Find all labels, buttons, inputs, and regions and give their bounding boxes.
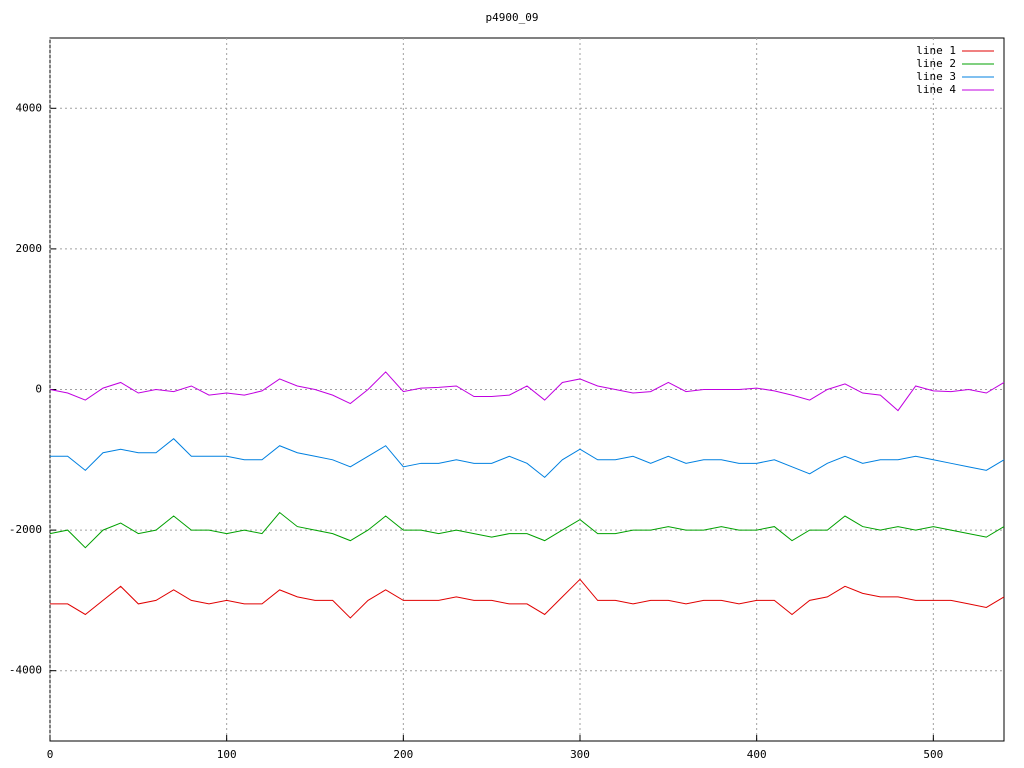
y-tick-label: -4000 <box>9 664 42 677</box>
y-tick-label: 4000 <box>16 101 43 114</box>
y-tick-label: 2000 <box>16 242 43 255</box>
y-tick-label: 0 <box>35 383 42 396</box>
legend-label: line 4 <box>916 83 956 96</box>
data-line <box>50 438 1005 479</box>
x-tick-label: 400 <box>747 748 767 761</box>
x-tick-label: 300 <box>570 748 590 761</box>
legend-label: line 1 <box>916 44 956 57</box>
x-tick-label: 200 <box>393 748 413 761</box>
y-tick-label: -2000 <box>9 523 42 536</box>
chart-title: p4900_09 <box>486 11 539 24</box>
x-tick-label: 100 <box>217 748 237 761</box>
data-line <box>49 371 1005 412</box>
x-tick-label: 500 <box>923 748 943 761</box>
data-line <box>50 578 1005 619</box>
x-tick-label: 0 <box>47 748 54 761</box>
legend-label: line 2 <box>916 57 956 70</box>
legend-label: line 3 <box>916 70 956 83</box>
data-line <box>49 511 1005 549</box>
